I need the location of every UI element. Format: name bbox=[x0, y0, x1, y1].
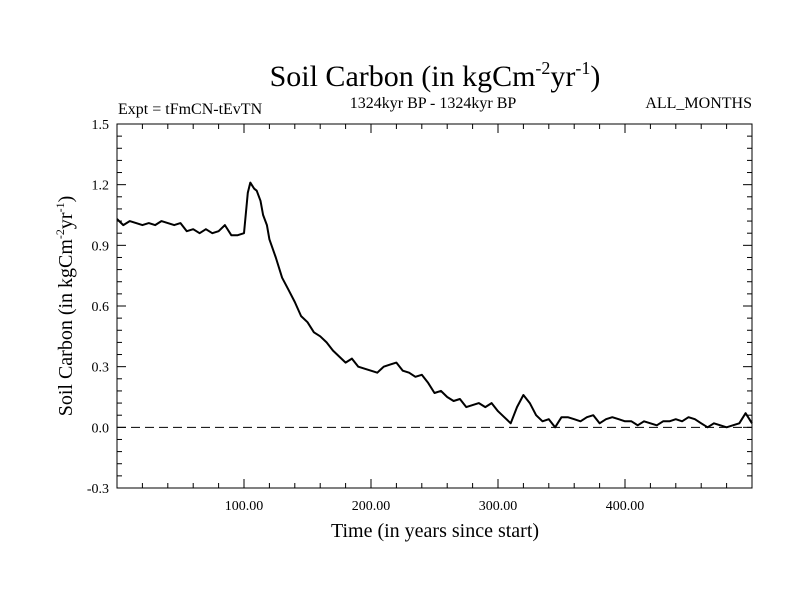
months-label: ALL_MONTHS bbox=[645, 95, 752, 112]
x-tick-label: 200.00 bbox=[352, 499, 391, 514]
y-tick-label: 1.5 bbox=[92, 118, 110, 133]
y-tick-label: -0.3 bbox=[87, 482, 109, 497]
y-tick-label: 0.0 bbox=[92, 421, 110, 436]
soil-carbon-series-line bbox=[116, 181, 753, 429]
experiment-label: Expt = tFmCN-tEvTN bbox=[118, 101, 263, 118]
x-tick-labels: 100.00 200.00 300.00 400.00 bbox=[225, 499, 645, 514]
period-label: 1324kyr BP - 1324kyr BP bbox=[350, 95, 517, 112]
y-tick-label: 0.6 bbox=[92, 300, 110, 315]
x-tick-label: 400.00 bbox=[606, 499, 645, 514]
plot-frame bbox=[116, 123, 753, 489]
y-tick-label: 0.3 bbox=[92, 361, 110, 376]
x-axis-label: Time (in years since start) bbox=[331, 520, 539, 542]
x-tick-label: 100.00 bbox=[225, 499, 264, 514]
y-tick-label: 0.9 bbox=[92, 239, 110, 254]
axis-ticks bbox=[117, 123, 752, 489]
y-tick-label: 1.2 bbox=[92, 179, 110, 194]
x-tick-label: 300.00 bbox=[479, 499, 518, 514]
y-tick-labels: -0.3 0.0 0.3 0.6 0.9 1.2 1.5 bbox=[87, 118, 109, 497]
y-axis-label: Soil Carbon (in kgCm-2yr-1) bbox=[53, 196, 77, 417]
chart-title: Soil Carbon (in kgCm-2yr-1) bbox=[270, 58, 601, 93]
